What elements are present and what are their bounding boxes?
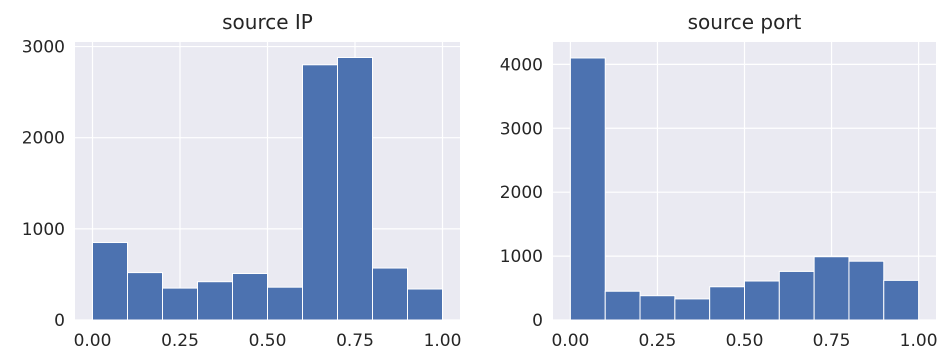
x-tick-label: 1.00 xyxy=(900,331,938,351)
histogram-bar xyxy=(604,290,641,321)
y-tick-label: 3000 xyxy=(500,119,543,139)
histogram-bar xyxy=(407,288,443,321)
histogram-bar xyxy=(127,272,163,321)
histogram-bar xyxy=(744,280,780,321)
x-tick-label: 0.00 xyxy=(74,331,112,351)
subplot-source-port: source port 0.00 0.25 0.50 0.75 1.00 0 1000 200… xyxy=(500,10,938,351)
histogram-bar xyxy=(337,56,373,321)
chart-title: source IP xyxy=(222,10,313,34)
x-tick-label: 1.00 xyxy=(424,331,462,351)
x-tick-label: 0.25 xyxy=(161,331,199,351)
histogram-bar xyxy=(639,295,676,321)
histogram-bar xyxy=(674,298,711,321)
histogram-bar xyxy=(267,286,303,321)
histogram-bar xyxy=(778,270,815,321)
histogram-bar xyxy=(92,242,128,321)
histogram-bar xyxy=(569,57,606,321)
subplot-source-ip: source IP 0.00 0.25 0.50 0.75 1.00 0 1000 2000 3… xyxy=(22,10,462,351)
x-tick-label: 0.25 xyxy=(639,331,677,351)
histogram-bar xyxy=(813,256,850,321)
y-tick-label: 1000 xyxy=(500,247,543,267)
y-tick-label: 4000 xyxy=(500,55,543,75)
histogram-bar xyxy=(232,273,268,321)
chart-title: source port xyxy=(688,10,802,34)
histogram-bar xyxy=(302,64,338,321)
histogram-bar xyxy=(162,287,198,321)
y-tick-label: 0 xyxy=(54,311,65,331)
x-tick-label: 0.00 xyxy=(551,331,589,351)
histogram-bar xyxy=(709,286,746,321)
y-tick-label: 0 xyxy=(532,311,543,331)
histogram-bar xyxy=(883,279,920,321)
x-tick-label: 0.75 xyxy=(336,331,374,351)
y-tick-label: 2000 xyxy=(500,183,543,203)
histogram-bar xyxy=(197,281,233,321)
y-tick-label: 1000 xyxy=(22,220,65,240)
y-tick-label: 2000 xyxy=(22,129,65,149)
histogram-bar xyxy=(372,267,408,321)
x-tick-label: 0.50 xyxy=(249,331,287,351)
x-tick-label: 0.75 xyxy=(813,331,851,351)
histogram-bar xyxy=(848,260,885,321)
y-tick-label: 3000 xyxy=(22,38,65,58)
x-tick-label: 0.50 xyxy=(726,331,764,351)
